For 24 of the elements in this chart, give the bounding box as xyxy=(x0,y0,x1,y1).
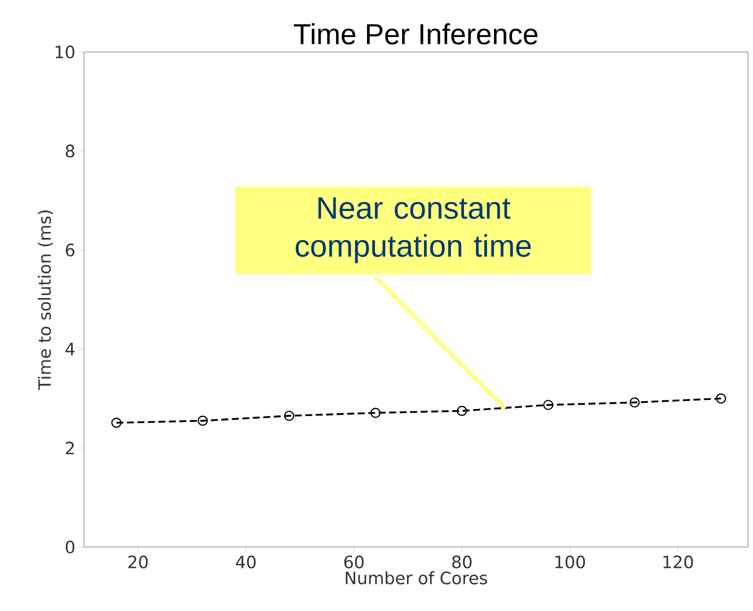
point xyxy=(543,400,554,410)
y-tick-label: 8 xyxy=(66,144,74,158)
y-tick-label: 10 xyxy=(56,46,74,58)
y-tick-label: 4 xyxy=(65,342,75,356)
point xyxy=(198,416,208,426)
y-axis-title: Time to solution (ms) xyxy=(38,210,53,390)
point xyxy=(370,408,381,418)
x-tick-label: 40 xyxy=(236,556,256,568)
x-axis-title: Number of Cores xyxy=(346,571,488,584)
x-tick-label: 80 xyxy=(452,556,472,568)
y-tick-label: 2 xyxy=(66,442,74,454)
point xyxy=(284,410,294,421)
annotation: Near constant computation time xyxy=(296,197,531,264)
point xyxy=(111,418,122,428)
x-tick-label: 100 xyxy=(556,556,585,568)
point xyxy=(456,406,467,416)
y-tick-label: 0 xyxy=(66,540,74,554)
x-tick-label: 60 xyxy=(344,556,364,568)
chart-title: Time Per Inference xyxy=(294,23,538,44)
point xyxy=(630,397,640,408)
point xyxy=(716,393,726,404)
x-tick-label: 120 xyxy=(663,556,693,568)
x-tick-label: 20 xyxy=(128,556,148,568)
y-tick-label: 6 xyxy=(66,244,74,256)
